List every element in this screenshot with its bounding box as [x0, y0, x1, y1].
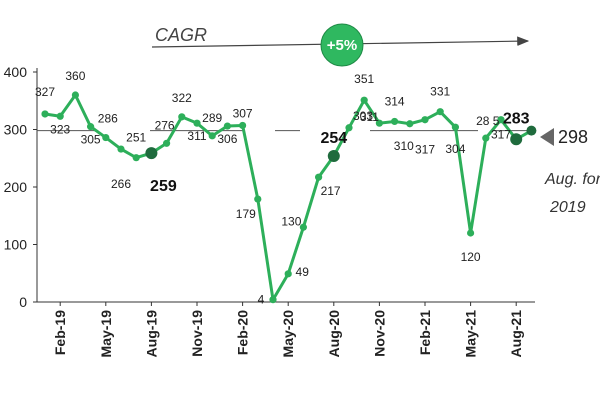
- data-label: 254: [320, 130, 347, 147]
- data-point: [451, 123, 459, 131]
- data-label: 317: [415, 143, 435, 157]
- y-tick-label: 300: [4, 122, 28, 138]
- data-label: 217: [321, 184, 341, 198]
- average-annotation: 298 Aug. for 2019: [540, 127, 600, 216]
- data-label: 286: [98, 112, 118, 126]
- data-point: [193, 119, 201, 127]
- x-tick-label: Feb-20: [235, 310, 251, 355]
- y-tick-label: 0: [19, 294, 27, 310]
- x-tick-label: Feb-19: [52, 310, 68, 355]
- data-point: [421, 116, 429, 124]
- data-point: [526, 125, 537, 136]
- data-point: [391, 117, 399, 126]
- x-tick-label: Nov-20: [371, 310, 387, 357]
- data-label: 276: [155, 118, 175, 132]
- data-point: [375, 119, 383, 127]
- data-point: [132, 154, 140, 162]
- y-tick-label: 200: [4, 179, 28, 195]
- data-point: [223, 122, 231, 130]
- data-label: 303: [353, 109, 373, 123]
- data-point: [178, 113, 186, 121]
- data-point: [299, 223, 307, 231]
- data-label: 306: [217, 132, 237, 146]
- data-label: 311: [187, 129, 206, 143]
- x-tick-label: May-19: [98, 310, 114, 358]
- data-label: 323: [50, 122, 70, 136]
- data-label: 283: [503, 110, 530, 127]
- data-point: [497, 116, 505, 124]
- x-tick-label: Nov-19: [189, 310, 205, 357]
- data-label: 331: [430, 85, 450, 99]
- average-value: 298: [558, 127, 588, 147]
- y-tick-label: 100: [4, 237, 28, 253]
- data-label: 314: [385, 94, 405, 108]
- data-point: [163, 139, 171, 147]
- data-point: [345, 124, 353, 132]
- data-point: [254, 195, 262, 203]
- data-point: [284, 270, 292, 278]
- data-point: [327, 149, 340, 162]
- x-tick-label: Aug-20: [326, 310, 342, 358]
- data-label: 322: [172, 91, 192, 105]
- data-point: [87, 123, 95, 131]
- data-label: 327: [35, 85, 55, 99]
- data-point: [315, 173, 323, 181]
- data-point: [208, 132, 216, 140]
- data-label: 351: [354, 72, 374, 86]
- average-caption-line2: 2019: [549, 199, 586, 216]
- data-point: [467, 229, 475, 237]
- data-labels: 327 323 360 305 286 266 251 259 276 322 311 289 306 3…: [35, 69, 530, 307]
- data-label: 259: [150, 178, 177, 195]
- cagr-badge-text: +5%: [327, 37, 357, 54]
- x-axis-ticks: Feb-19 May-19 Aug-19 Nov-19 Feb-20 May-20 Aug-…: [52, 302, 524, 357]
- series-points: [41, 91, 537, 304]
- data-point: [406, 120, 414, 128]
- data-point: [482, 134, 490, 142]
- data-label: 251: [126, 131, 146, 145]
- x-tick-label: Aug-21: [508, 310, 524, 358]
- data-point: [102, 133, 110, 142]
- data-point: [269, 296, 277, 304]
- average-arrow-icon: [540, 128, 554, 146]
- data-label: 307: [233, 106, 253, 120]
- x-tick-label: Feb-21: [417, 310, 433, 355]
- y-tick-label: 400: [4, 64, 28, 80]
- data-label: 266: [111, 177, 131, 191]
- data-point: [360, 96, 368, 104]
- data-point: [71, 91, 79, 99]
- data-point: [56, 112, 64, 120]
- data-point: [239, 121, 247, 130]
- data-label: 179: [236, 207, 256, 221]
- data-point: [436, 108, 444, 116]
- data-label: 305: [81, 133, 101, 147]
- data-point: [510, 133, 523, 146]
- average-caption-line1: Aug. for: [544, 171, 600, 188]
- data-label: 4: [258, 293, 265, 307]
- data-label: 49: [296, 265, 310, 279]
- cagr-label: CAGR: [155, 25, 207, 45]
- data-label: 304: [445, 142, 465, 156]
- data-point: [145, 147, 158, 160]
- y-axis-ticks: 0 100 200 300 400: [4, 64, 37, 310]
- data-label: 289: [202, 111, 222, 125]
- data-label: 310: [394, 139, 414, 153]
- x-tick-label: May-21: [463, 310, 479, 358]
- cagr-badge: [320, 23, 364, 67]
- data-label: 28 5: [476, 114, 500, 128]
- data-label: 317: [491, 128, 511, 142]
- data-label: 130: [281, 214, 301, 228]
- data-point: [41, 110, 49, 118]
- data-label: 311: [360, 110, 379, 124]
- x-tick-label: Aug-19: [143, 310, 159, 358]
- data-label: 360: [65, 69, 85, 83]
- data-point: [117, 145, 125, 153]
- x-tick-label: May-20: [280, 310, 296, 358]
- cagr-annotation: CAGR +5%: [151, 23, 530, 67]
- data-label: 120: [461, 250, 481, 264]
